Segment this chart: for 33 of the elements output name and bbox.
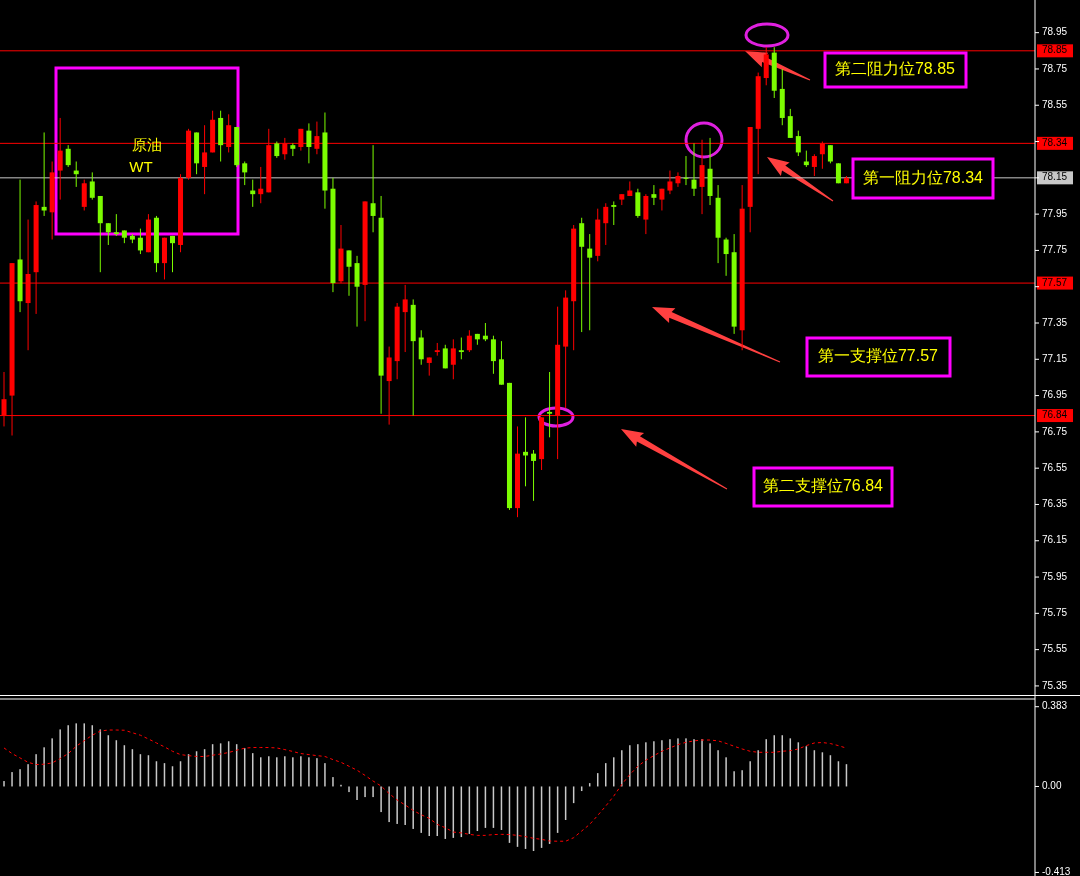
annotation: WT xyxy=(129,157,153,175)
y-tick-label: 75.95 xyxy=(1042,570,1068,582)
price-tag: 78.85 xyxy=(1037,44,1073,58)
y-tick-label: 76.55 xyxy=(1042,461,1068,473)
y-tick-label: 78.75 xyxy=(1042,62,1068,74)
y-tick-label: 76.35 xyxy=(1042,498,1068,510)
y-tick-label: 0.00 xyxy=(1042,780,1062,792)
y-tick-label: 76.15 xyxy=(1042,534,1068,546)
price-tag: 78.15 xyxy=(1037,171,1073,185)
annotation: 第一阻力位78.34 xyxy=(862,169,984,187)
ref-line-label: 78.85 xyxy=(1042,44,1068,56)
y-tick-label: 76.95 xyxy=(1042,389,1068,401)
y-tick-label: 75.75 xyxy=(1042,606,1068,618)
line-series xyxy=(3,729,847,842)
ref-line-label: 76.84 xyxy=(1042,409,1068,421)
y-tick-label: 77.35 xyxy=(1042,316,1068,328)
y-tick-label: 0.383 xyxy=(1042,700,1068,712)
ref-line-label: 77.57 xyxy=(1042,276,1068,288)
y-tick-label: 78.95 xyxy=(1042,26,1068,38)
ref-line-label: 78.15 xyxy=(1042,171,1068,183)
y-tick-label: 75.35 xyxy=(1042,679,1068,691)
y-tick-label: 77.75 xyxy=(1042,244,1068,256)
y-tick-label: 76.75 xyxy=(1042,425,1068,437)
y-tick-label: -0.413 xyxy=(1042,866,1071,876)
y-tick-label: 77.95 xyxy=(1042,207,1068,219)
y-tick-label: 75.55 xyxy=(1042,643,1068,655)
annotation: 第二阻力位78.85 xyxy=(834,60,956,78)
price-tag: 76.84 xyxy=(1037,409,1073,423)
annotation: 第一支撑位77.57 xyxy=(817,347,939,365)
annotation: 第二支撑位76.84 xyxy=(762,477,884,495)
y-tick-label: 78.55 xyxy=(1042,98,1068,110)
y-tick-label: 77.15 xyxy=(1042,352,1068,364)
ref-line-label: 78.34 xyxy=(1042,137,1068,148)
